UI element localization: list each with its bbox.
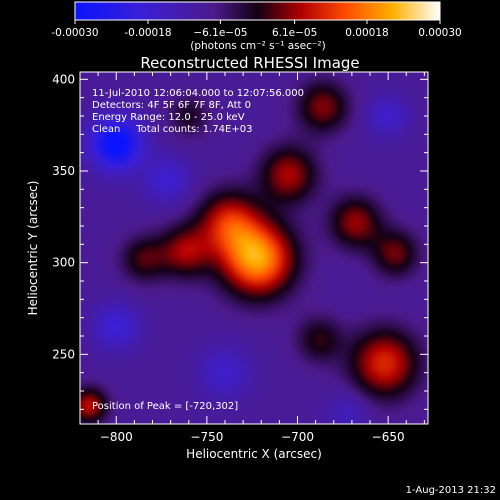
colorbar-tick-label: 0.00030 <box>418 27 461 39</box>
annotation-energy-range: Energy Range: 12.0 - 25.0 keV <box>92 112 245 123</box>
heatmap-canvas <box>80 72 428 424</box>
axis-ticks: −800 −750 −700 −650 250 300 350 400 <box>52 72 428 444</box>
footer-timestamp: 1-Aug-2013 21:32 <box>406 485 496 496</box>
colorbar-tick-label: -0.00030 <box>51 27 98 39</box>
x-tick-label: −700 <box>281 430 314 444</box>
y-tick-label: 250 <box>52 347 75 361</box>
colorbar: -0.00030 -0.00018 −6.1e−05 6.1e−05 0.00018 0.… <box>51 1 462 52</box>
colorbar-tick-label: −6.1e−05 <box>193 27 247 39</box>
annotation-clean-counts: Clean Total counts: 1.74E+03 <box>92 124 252 135</box>
colorbar-gradient <box>74 1 441 21</box>
annotation-peak-position: Position of Peak = [-720,302] <box>92 401 238 412</box>
chart-title: Reconstructed RHESSI Image <box>140 54 359 72</box>
colorbar-tick-label: 0.00018 <box>345 27 388 39</box>
colorbar-ticks: -0.00030 -0.00018 −6.1e−05 6.1e−05 0.00018 0.… <box>51 20 462 39</box>
observation-annotations: 11-Jul-2010 12:06:04.000 to 12:07:56.000… <box>92 88 304 412</box>
colorbar-tick-label: -0.00018 <box>124 27 171 39</box>
y-tick-label: 350 <box>52 164 75 178</box>
colorbar-unit-label: (photons cm⁻² s⁻¹ asec⁻²) <box>190 40 325 52</box>
x-tick-label: −800 <box>100 430 133 444</box>
y-axis-label: Heliocentric Y (arcsec) <box>26 181 40 316</box>
x-tick-label: −650 <box>372 430 405 444</box>
plot-frame <box>79 71 429 425</box>
y-tick-label: 400 <box>52 72 75 86</box>
y-tick-label: 300 <box>52 256 75 270</box>
heatmap-image-container <box>80 72 428 424</box>
x-tick-label: −750 <box>190 430 223 444</box>
annotation-time-range: 11-Jul-2010 12:06:04.000 to 12:07:56.000 <box>92 88 304 99</box>
annotation-detectors: Detectors: 4F 5F 6F 7F 8F, Att 0 <box>92 100 251 111</box>
x-axis-label: Heliocentric X (arcsec) <box>186 447 322 461</box>
colorbar-tick-label: 6.1e−05 <box>272 27 317 39</box>
